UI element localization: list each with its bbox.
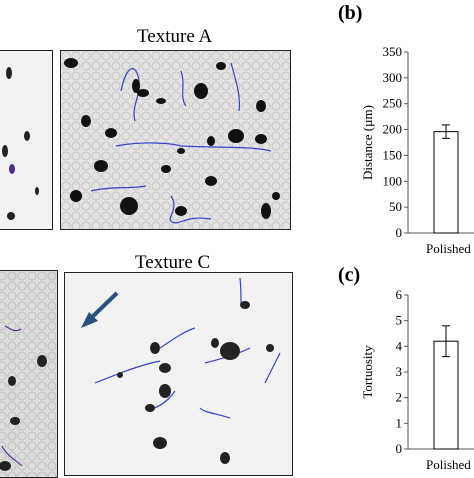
y-axis-label: Tortuosity [360,345,375,399]
error-bar [442,124,450,139]
panel-label-c: (c) [338,264,361,286]
texture-a-image [61,51,290,229]
chart-tortuosity: Tortuosity 0 1 2 3 4 5 6 Polished [360,287,474,472]
direction-arrow-icon [81,291,119,328]
y-tick-label: 150 [383,147,403,162]
y-axis-label: Distance (µm) [360,105,375,180]
texture-c-micrograph [64,272,293,476]
texture-a-title: Texture A [137,26,213,47]
y-tick-label: 100 [383,173,403,188]
error-bar [442,325,450,358]
texture-c-title: Texture C [135,252,211,273]
y-tick-label: 3 [396,364,403,379]
texture-a-micrograph [60,50,291,230]
bar-polished [433,340,459,450]
panel-label-b: (b) [338,2,363,24]
bar-polished [433,131,459,234]
x-category-label: Polished [426,241,471,256]
micrograph-left-bottom [0,270,58,478]
y-tick-label: 2 [396,390,403,405]
y-tick-label: 350 [383,44,403,59]
x-category-label: Polished [426,457,471,472]
y-tick-label: 0 [396,441,403,456]
y-tick-label: 4 [396,338,403,353]
chart-distance: Distance (µm) 0 50 100 150 200 250 300 350 Polish… [360,44,474,256]
y-tick-label: 200 [383,122,403,137]
y-tick-label: 6 [396,287,403,302]
micrograph-left-top [0,50,53,230]
y-tick-label: 50 [389,199,402,214]
y-tick-label: 300 [383,70,403,85]
y-tick-label: 0 [396,225,403,240]
y-tick-label: 5 [396,313,403,328]
y-tick-label: 250 [383,96,403,111]
cells-left-top [2,67,39,220]
texture-c-image [81,277,281,464]
cells-left-bottom [0,271,57,477]
y-tick-label: 1 [396,415,403,430]
